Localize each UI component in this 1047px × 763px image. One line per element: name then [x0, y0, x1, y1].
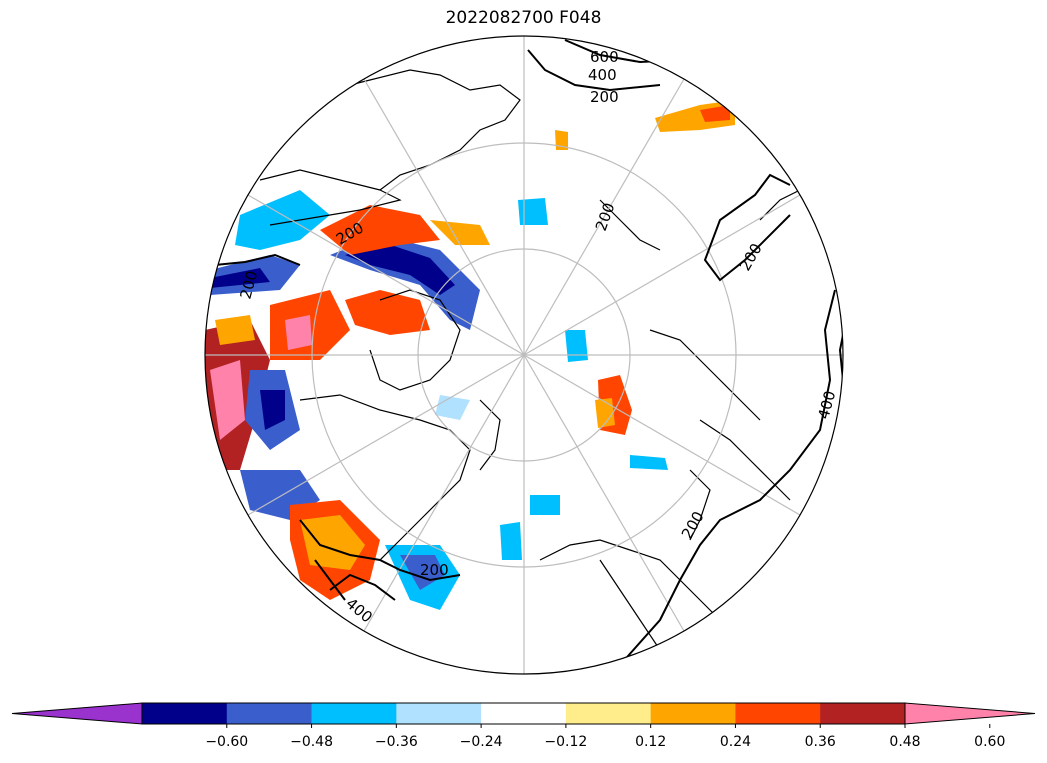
colorbar-tick-label: 0.48 — [889, 734, 921, 750]
colorbar-tick-label: 0.36 — [804, 734, 836, 750]
colorbar-segment — [650, 703, 736, 724]
shaded-anomalies — [205, 100, 735, 610]
colorbar-outline — [141, 702, 906, 725]
contour-label: 200 — [592, 200, 619, 233]
colorbar-tick-label: 0.24 — [719, 734, 752, 750]
colorbar-tick-label: 0.60 — [974, 734, 1006, 750]
colorbar-segment — [735, 703, 821, 724]
colorbar-tick-label: −0.12 — [544, 734, 588, 750]
map-title: 2022082700 F048 — [445, 8, 602, 28]
contour-label: 400 — [342, 594, 376, 626]
map-boundary — [204, 35, 844, 675]
colorbar-segment — [396, 703, 482, 724]
contour-label: 200 — [736, 240, 766, 274]
coastlines — [259, 69, 801, 651]
contour-label: 600 — [590, 48, 619, 66]
colorbar-segment — [565, 703, 652, 724]
contour-label: 200 — [590, 88, 619, 106]
colorbar-tick-label: −0.36 — [374, 734, 418, 750]
colorbar-segment — [142, 703, 228, 724]
colorbar-tick-label: −0.48 — [290, 734, 333, 750]
colorbar-extend-high — [904, 702, 1036, 725]
contour-label: 200 — [420, 561, 449, 579]
colorbar — [11, 702, 1036, 728]
colorbar-extend-low — [11, 702, 143, 725]
contour-label: 400 — [814, 389, 839, 421]
contour-label: 200 — [678, 508, 708, 542]
colorbar-segment — [226, 703, 313, 724]
colorbar-segment — [481, 703, 567, 724]
colorbar-segment — [311, 703, 397, 724]
map-disc-content — [205, 36, 843, 674]
colorbar-tick-label: −0.24 — [459, 734, 503, 750]
colorbar-segment — [820, 703, 906, 724]
colorbar-tick-label: 0.12 — [635, 734, 667, 750]
graticule — [205, 36, 843, 674]
contour-label: 400 — [588, 66, 617, 84]
colorbar-tick-label: −0.60 — [205, 734, 249, 750]
